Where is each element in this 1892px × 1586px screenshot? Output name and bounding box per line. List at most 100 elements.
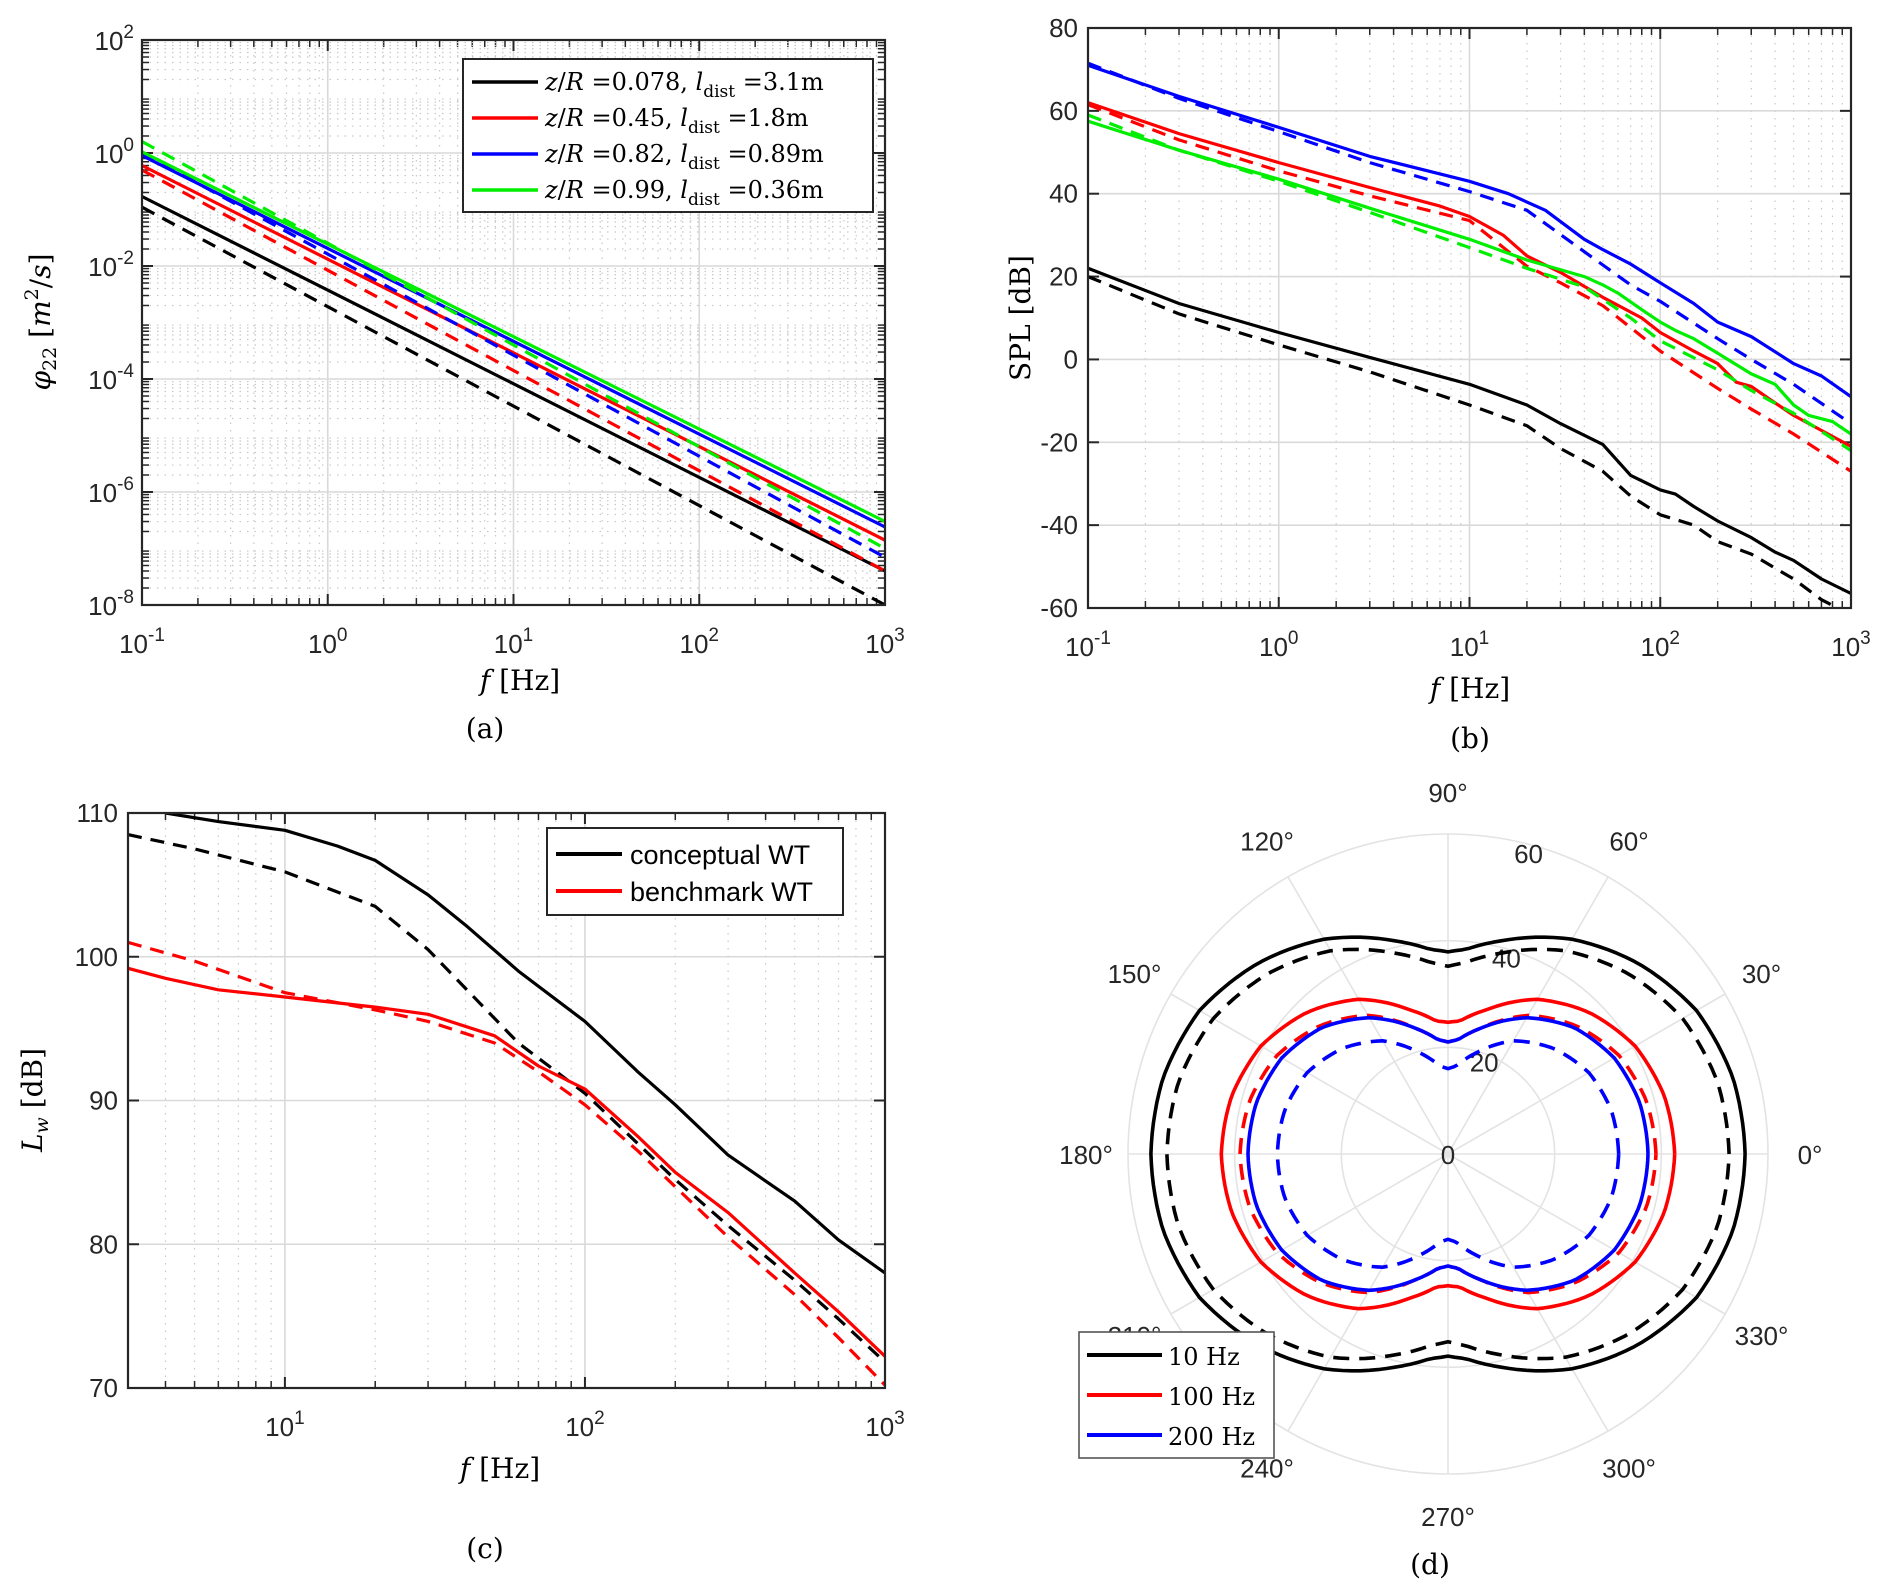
polar-spoke [1447,993,1726,1155]
series-line-conceptual-wt-dashed [128,833,885,1364]
theta-tick-label: 30° [1742,959,1781,989]
series-line-blue-dashed [1088,61,1851,425]
series-line-z-r-0-45-solid [142,164,885,542]
theta-tick-label: 300° [1602,1454,1656,1484]
x-axis-label: f [Hz] [458,1452,540,1485]
legend-entry-label: conceptual WT [630,840,810,870]
series-line-blue-solid [1088,63,1851,399]
series-group [1149,935,1747,1373]
panel-a-spectrum-phi22: 10-1 100 101 102 103 10-8 10-6 10-4 10-2 100 102 f … [21,22,905,697]
y-tick-label: 110 [77,798,118,828]
x-tick-label: 103 [1831,628,1871,662]
caption-d: (d) [1410,1548,1450,1581]
polar-spoke [1447,1153,1726,1315]
x-tick-label: 10-1 [119,625,165,659]
x-tick-label: 102 [680,625,720,659]
caption-b: (b) [1450,722,1490,755]
x-tick-label: 103 [865,625,905,659]
y-tick-label: 10-4 [88,361,134,395]
legend: conceptual WT benchmark WT [546,827,844,916]
y-tick-label: 20 [1049,262,1078,292]
polar-spoke [1170,1153,1449,1315]
series-group [1088,61,1851,608]
r-tick-label: 60 [1514,839,1543,869]
x-tick-label: 101 [1450,628,1490,662]
series-line-z-r-0-99-solid [142,150,885,523]
series-line-green-solid [1088,119,1851,436]
y-tick-label: 70 [89,1373,118,1403]
y-tick-label: 40 [1049,179,1078,209]
series-line-z-r-0-45-dashed [142,168,885,573]
x-tick-label: 101 [265,1408,305,1442]
grid [1087,27,1852,609]
polar-spoke [1170,993,1449,1155]
r-tick-label: 0 [1441,1140,1455,1170]
caption-c: (c) [466,1532,504,1565]
panel-d-directivity-polar: 0°30°60°90°120°150°180°210°240°270°300°3… [1059,778,1822,1532]
axes-frame [140,38,887,607]
series-line-benchmark-wt-dashed [128,940,885,1387]
series-line-conceptual-wt-solid [165,813,885,1275]
x-tick-label: 101 [494,625,534,659]
series-line-z-r-0-82-solid [142,154,885,529]
y-tick-label: 60 [1049,96,1078,126]
r-tick-label: 40 [1492,943,1521,973]
series-line-z-r-0-82-dashed [142,151,885,559]
y-axis-label: SPL [dB] [1004,255,1037,381]
series-line-green-dashed [1088,113,1851,452]
y-tick-label: 10-2 [88,248,134,282]
panel-c-sound-power: 101 102 103 70 80 90 100 110 f [Hz] Lw [dB] concep… [16,798,905,1485]
theta-tick-label: 60° [1609,826,1648,856]
x-axis-label: f [Hz] [478,664,560,697]
series-line-black-solid [1088,266,1851,595]
theta-tick-label: 330° [1735,1321,1789,1351]
series-line-10-hz-solid [1149,935,1747,1373]
series-line-z-r-0-99-dashed [142,140,885,550]
y-tick-label: 10-8 [88,587,134,621]
y-axis-label: φ22 [m2/s] [21,253,61,390]
theta-tick-label: 0° [1798,1140,1823,1170]
legend-box [546,827,844,916]
y-tick-label: -40 [1040,510,1078,540]
legend-box [462,58,874,213]
series-line-black-dashed [1088,275,1839,608]
y-tick-label: 90 [89,1086,118,1116]
series-line-benchmark-wt-solid [128,966,885,1358]
x-tick-label: 100 [308,625,348,659]
legend-entry-label: 100 Hz [1168,1383,1255,1411]
y-tick-label: 0 [1064,344,1078,374]
axes-frame [126,811,887,1390]
x-tick-label: 103 [865,1408,905,1442]
y-tick-label: 80 [89,1229,118,1259]
theta-tick-label: 270° [1421,1502,1475,1532]
series-line-red-solid [1088,101,1851,448]
theta-tick-label: 90° [1428,778,1467,808]
y-tick-label: -20 [1040,427,1078,457]
legend-entry-label: 10 Hz [1168,1343,1240,1371]
series-group [142,140,885,605]
series-line-red-dashed [1088,103,1851,473]
series-line-100-hz-solid [1219,997,1677,1311]
caption-a: (a) [466,712,505,745]
panel-b-spl: 10-1 100 101 102 103 -60 -40 -20 0 20 40 60 80 f [Hz]… [1004,13,1871,705]
series-line-100-hz-dashed [1238,1013,1658,1295]
axes-frame [1086,26,1853,610]
legend-entry-label: 200 Hz [1168,1423,1255,1451]
y-tick-label: -60 [1040,593,1078,623]
theta-tick-label: 180° [1059,1140,1113,1170]
y-tick-label: 80 [1049,13,1078,43]
theta-tick-label: 150° [1108,959,1162,989]
y-tick-label: 100 [75,942,118,972]
y-tick-label: 102 [95,22,135,56]
legend: z/R =0.078, ldist =3.1mz/R =0.45, ldist … [462,58,874,213]
x-tick-label: 102 [1641,628,1681,662]
x-axis-label: f [Hz] [1428,672,1510,705]
series-group [128,813,885,1387]
legend: 10 Hz 100 Hz 200 Hz [1078,1331,1275,1459]
y-tick-label: 100 [95,135,135,169]
series-line-10-hz-dashed [1165,947,1731,1361]
y-axis-label: Lw [dB] [16,1048,53,1153]
theta-tick-label: 120° [1240,826,1294,856]
x-tick-label: 100 [1259,628,1299,662]
